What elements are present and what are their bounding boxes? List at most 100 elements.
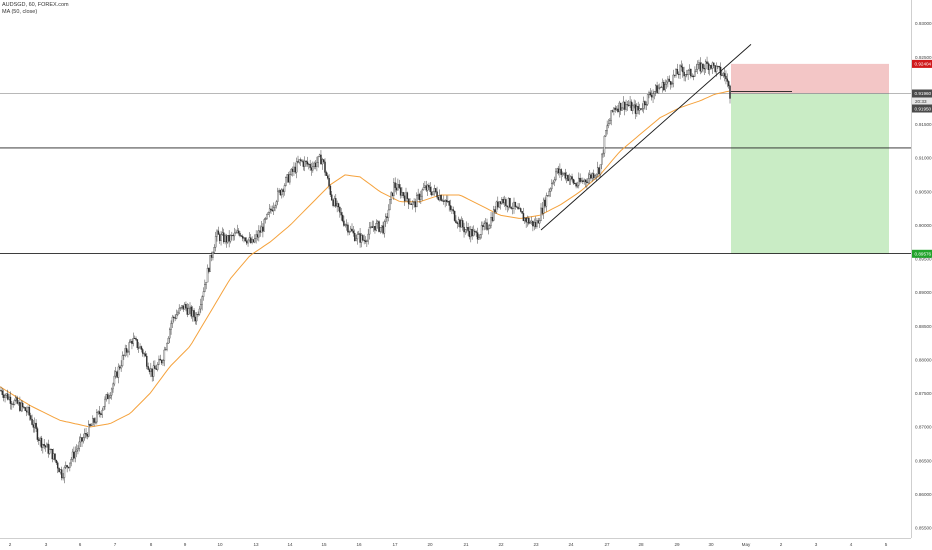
x-tick-label: 2 [780,542,783,547]
candle-body-328 [443,200,445,202]
candle-body-5 [7,393,9,400]
trendlines[interactable] [540,44,792,231]
candle-body-342 [461,220,464,228]
candle-body-344 [464,229,467,233]
price-tags: 0.92404 0.89576 0.91960 20:33 0.91950 [912,59,932,258]
candle-body-28 [38,439,40,441]
candle-body-398 [537,220,540,224]
candle-body-370 [499,201,502,204]
candle-body-157 [212,252,214,258]
candle-body-340 [459,219,461,228]
candle-body-222 [299,159,302,161]
candle-body-241 [325,172,328,176]
candle-body-172 [232,235,234,237]
candle-body-495 [668,78,670,82]
candle-body-56 [75,449,78,452]
candle-body-159 [214,236,217,248]
candle-body-112 [151,368,153,377]
candle-body-307 [414,201,417,208]
candle-body-403 [544,199,546,207]
candle-body-267 [360,235,363,243]
price-axis[interactable]: 0.93000 0.92500 0.91500 0.91000 0.90500 0.900… [911,0,932,538]
candle-body-391 [528,218,530,224]
x-tick-label: 28 [638,542,644,547]
candle-body-99 [133,338,136,339]
candle-body-61 [82,437,85,442]
candle-body-259 [349,228,352,232]
candle-body-88 [119,366,121,369]
candle-body-474 [640,108,642,110]
candle-body-4 [5,393,8,396]
x-tick-label: 2 [9,542,12,547]
candle-body-438 [591,173,594,179]
candle-body-236 [318,154,321,157]
candle-body-143 [193,310,195,318]
candle-body-318 [429,186,432,192]
candle-body-397 [536,220,538,227]
candle-body-364 [491,217,494,221]
candle-body-200 [270,208,272,211]
candle-body-152 [205,282,207,285]
y-tick-label: 0.88500 [915,324,932,329]
candle-body-357 [482,225,484,227]
candle-body-382 [515,206,518,208]
candle-body-461 [622,101,625,109]
candle-body-384 [518,208,521,210]
time-axis[interactable]: 2 3 6 7 8 9 10 13 14 15 16 17 20 21 22 23 24 27 28 29 30 May 2… [0,538,911,548]
candle-body-187 [252,239,255,243]
candle-body-144 [194,316,197,322]
candle-body-191 [258,230,260,238]
candle-body-81 [109,395,112,398]
candle-body-467 [630,101,633,111]
candle-body-377 [509,198,511,208]
candle-body-100 [135,338,137,340]
candle-body-35 [47,443,49,454]
candle-body-58 [78,441,81,449]
candle-body-430 [580,180,583,182]
candle-body-463 [625,104,627,110]
candle-body-268 [362,235,364,241]
candle-body-456 [615,108,618,110]
candle-body-49 [66,465,68,468]
horizontal-levels[interactable] [0,93,911,254]
candle-body-146 [197,314,199,315]
candle-body-513 [692,75,695,77]
candle-body-514 [694,71,696,77]
x-tick-label: May [742,542,751,547]
candle-body-291 [393,182,395,196]
candle-body-179 [241,235,244,239]
candle-body-304 [410,203,413,205]
candle-body-435 [587,178,589,184]
candle-body-218 [294,166,297,173]
candle-body-114 [154,365,156,369]
candle-body-477 [644,101,646,106]
candle-body-140 [189,306,191,309]
candle-body-229 [309,163,311,168]
candle-body-481 [649,92,652,96]
candle-body-486 [656,85,658,94]
candle-body-224 [302,161,305,167]
candle-body-523 [706,61,708,64]
candle-body-470 [634,104,637,114]
candle-body-369 [498,201,500,208]
candle-body-412 [556,168,558,173]
candle-body-248 [335,198,337,207]
candle-body-334 [451,209,453,211]
candle-body-237 [320,154,322,165]
candle-body-118 [159,358,162,361]
y-tick-label: 0.91000 [915,156,932,161]
candle-body-101 [136,339,139,348]
candle-body-431 [582,180,584,182]
y-tick-label: 0.89500 [915,257,932,262]
candle-body-177 [239,233,241,236]
candle-body-149 [201,296,203,305]
position-zones [731,63,889,254]
candle-body-339 [457,219,460,225]
candle-body-449 [606,125,608,132]
candle-body-148 [200,304,202,310]
candle-body-333 [449,205,452,210]
candle-body-285 [385,216,387,222]
candle-body-256 [345,224,348,226]
candle-body-354 [478,237,480,240]
